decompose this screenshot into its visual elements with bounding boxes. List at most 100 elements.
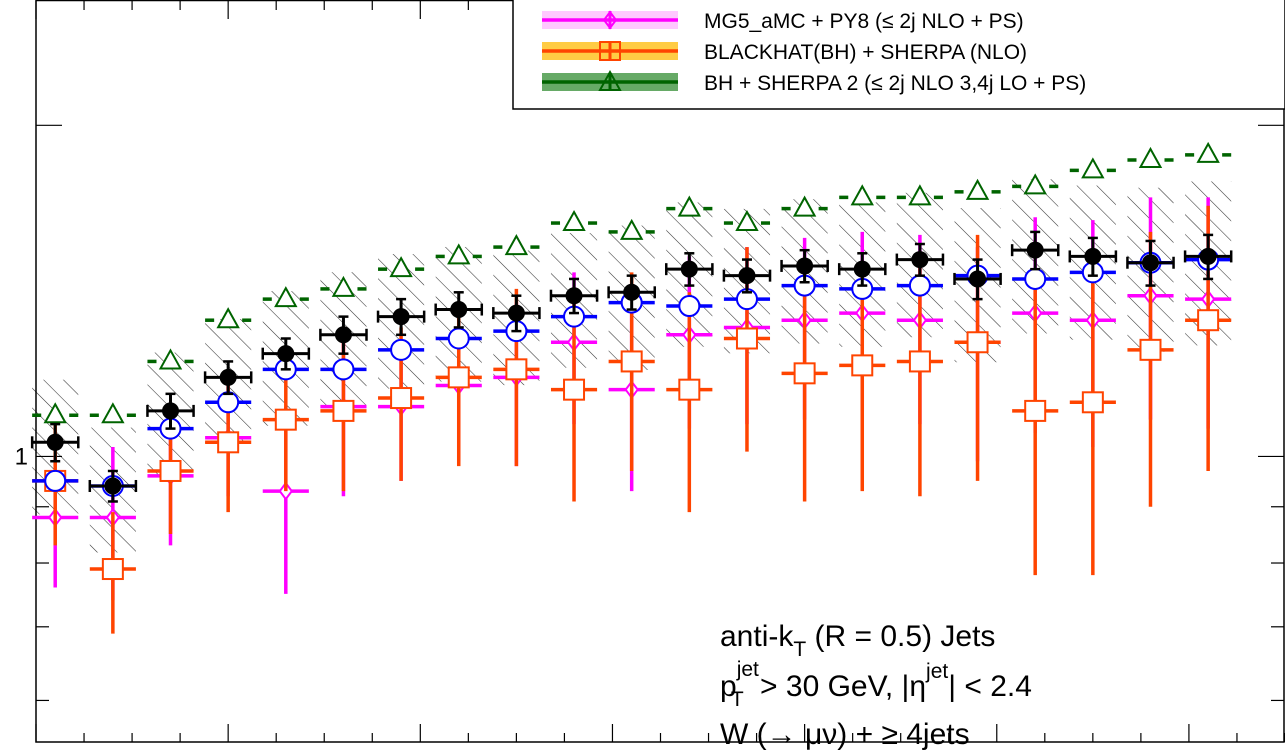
marker-open-triangle [447, 243, 471, 265]
marker-open-square [908, 350, 931, 373]
annot-text: W (→ μν) + ≥ 4jets [720, 718, 970, 751]
marker-open-diamond [278, 481, 294, 501]
point-data [492, 294, 541, 333]
marker-filled-circle [680, 260, 698, 278]
point-bh2 [723, 209, 771, 232]
marker-open-triangle [965, 178, 990, 200]
point-bh2 [1069, 157, 1116, 179]
marker-open-circle [447, 327, 470, 350]
point-bh [781, 272, 828, 502]
marker-open-square [101, 558, 124, 581]
marker-open-triangle [331, 275, 356, 297]
point-data [319, 315, 368, 355]
point-data [261, 337, 311, 371]
point-data [88, 469, 138, 503]
marker-filled-circle [450, 301, 468, 319]
marker-filled-circle [46, 433, 64, 451]
point-data [1010, 230, 1060, 271]
legend-entry-bh: BLACKHAT(BH) + SHERPA (NLO) [542, 41, 1027, 64]
point-bh2 [89, 402, 136, 424]
marker-open-square [563, 378, 586, 401]
point-bh2 [954, 178, 1001, 200]
point-bh2 [435, 243, 482, 265]
marker-open-square [1139, 338, 1162, 361]
point-data [953, 258, 1002, 301]
point-data [837, 252, 887, 287]
point-data [434, 291, 484, 329]
marker-filled-circle [1026, 241, 1044, 259]
marker-open-square [851, 354, 874, 377]
point-bh2 [378, 256, 425, 278]
point-bh2 [493, 234, 540, 256]
point-data [146, 392, 195, 430]
marker-open-circle [44, 469, 67, 492]
point-bh2 [1012, 173, 1059, 195]
point-data [895, 242, 945, 277]
point-bh2 [147, 348, 194, 370]
point-bh2 [781, 195, 828, 217]
marker-filled-circle [911, 251, 929, 269]
marker-open-square [620, 350, 643, 373]
marker-open-triangle [1081, 157, 1105, 179]
point-data [1183, 233, 1233, 281]
legend: MG5_aMC + PY8 (≤ 2j NLO + PS) BLACKHAT(BH… [512, 0, 1285, 110]
marker-open-triangle [504, 234, 529, 256]
marker-open-triangle [562, 209, 586, 232]
marker-open-square [1081, 391, 1104, 414]
marker-filled-circle [162, 402, 180, 420]
marker-filled-circle [796, 257, 814, 275]
point-bh [550, 299, 598, 502]
point-data [780, 248, 829, 284]
marker-filled-circle [219, 368, 237, 386]
series-bh [32, 205, 1232, 634]
point-data [607, 274, 656, 311]
marker-filled-circle [277, 345, 295, 363]
marker-open-square [678, 378, 701, 401]
annot-text: (R = 0.5) Jets [806, 620, 995, 653]
annot-sup: jet [925, 660, 948, 683]
marker-open-triangle [389, 256, 413, 278]
point-data [1068, 236, 1118, 277]
marker-filled-circle [969, 270, 987, 288]
point-data [722, 258, 772, 294]
marker-filled-circle [392, 308, 410, 326]
marker-filled-circle [1199, 247, 1217, 265]
point-blue [378, 338, 425, 361]
marker-open-square [332, 399, 355, 422]
point-bh2 [1185, 141, 1232, 163]
point-bh [493, 288, 540, 467]
y-tick-label: 1 [15, 443, 28, 470]
marker-open-square [505, 358, 528, 381]
marker-filled-circle [738, 267, 756, 285]
point-data [665, 252, 714, 287]
annot-sub: T [793, 638, 806, 661]
marker-open-triangle [792, 195, 817, 217]
marker-open-circle [908, 274, 931, 297]
marker-open-triangle [677, 195, 702, 217]
point-bh [262, 357, 309, 492]
point-bh2 [608, 218, 655, 240]
series-layer [30, 141, 1233, 634]
annot-sup: jet [736, 658, 759, 681]
marker-filled-circle [853, 260, 871, 278]
marker-open-square [217, 431, 240, 454]
marker-open-triangle [908, 184, 932, 206]
point-bh [1012, 288, 1059, 576]
marker-open-triangle [735, 209, 759, 232]
annot-text: p [720, 670, 737, 703]
marker-open-circle [390, 338, 413, 361]
annotation-jet-cuts: pjet T > 30 GeV, |ηjet| < 2.4 [720, 658, 1032, 711]
annotation-process: W (→ μν) + ≥ 4jets [720, 718, 970, 751]
marker-filled-circle [1084, 247, 1102, 265]
marker-open-triangle [1196, 141, 1220, 163]
point-bh2 [839, 184, 886, 206]
marker-open-square [966, 331, 989, 354]
marker-open-triangle [216, 307, 240, 329]
marker-open-square [793, 362, 816, 385]
marker-filled-circle [565, 287, 583, 305]
annot-text: anti-k [720, 620, 794, 653]
marker-open-square [159, 459, 182, 482]
marker-open-circle [217, 391, 240, 414]
legend-entries: MG5_aMC + PY8 (≤ 2j NLO + PS) BLACKHAT(BH… [542, 10, 1086, 95]
marker-open-triangle [101, 402, 125, 424]
